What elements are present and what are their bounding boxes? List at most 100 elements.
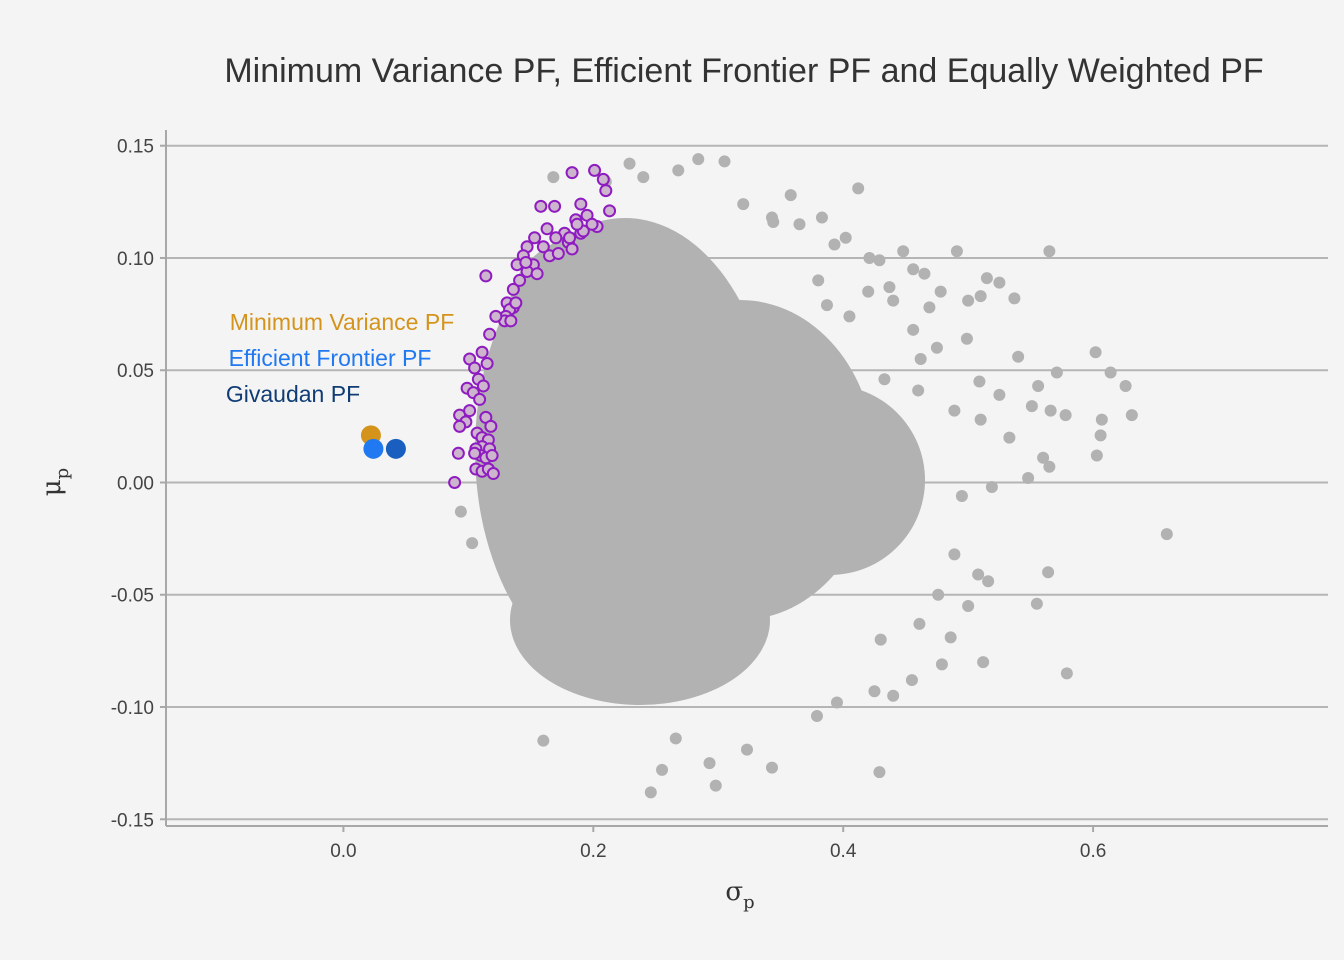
frontier-portfolio-point: [513, 273, 527, 287]
frontier-portfolio-point: [475, 345, 489, 359]
random-portfolio-point: [1030, 597, 1043, 610]
frontier-portfolio-point: [480, 356, 494, 370]
y-tick-label: -0.10: [111, 698, 154, 719]
random-portfolio-point: [977, 656, 990, 669]
random-portfolio-point: [1032, 379, 1045, 392]
random-portfolio-point: [962, 294, 975, 307]
frontier-portfolio-point: [596, 172, 610, 186]
frontier-portfolio-point: [485, 449, 499, 463]
random-portfolio-point: [709, 779, 722, 792]
random-portfolio-point: [1125, 409, 1138, 422]
random-portfolio-point: [935, 658, 948, 671]
random-portfolio-point: [950, 245, 963, 258]
random-portfolio-point: [637, 171, 650, 184]
random-portfolio-point: [623, 157, 636, 170]
random-portfolio-point: [1160, 528, 1173, 541]
random-portfolio-point: [1043, 245, 1056, 258]
frontier-portfolio-point: [509, 296, 523, 310]
random-portfolio-point: [1012, 350, 1025, 363]
frontier-portfolio-point: [486, 467, 500, 481]
x-tick-label: 0.2: [580, 841, 606, 862]
x-axis-title: σp: [725, 877, 754, 913]
random-portfolio-point: [1104, 366, 1117, 379]
random-portfolio-point: [907, 263, 920, 276]
frontier-portfolio-point: [489, 309, 503, 323]
efficient-frontier-point: [363, 438, 384, 459]
random-portfolio-point: [820, 299, 833, 312]
random-portfolio-point: [873, 254, 886, 267]
label-givaudan: Givaudan PF: [226, 381, 360, 407]
y-tick-label: 0.15: [117, 137, 154, 158]
random-portfolio-point: [454, 505, 467, 518]
frontier-portfolio-point: [574, 197, 588, 211]
frontier-portfolio-point: [540, 222, 554, 236]
random-portfolio-point: [982, 575, 995, 588]
random-portfolio-point: [878, 373, 891, 386]
random-portfolio-point: [737, 198, 750, 211]
frontier-portfolio-point: [453, 419, 467, 433]
random-portfolio-point: [913, 617, 926, 630]
y-axis-title: μp: [37, 468, 73, 496]
x-axis-ticks: 0.0 0.2 0.4 0.6: [330, 826, 1106, 862]
axes: [165, 130, 1328, 827]
random-portfolio-point: [1089, 346, 1102, 359]
random-portfolio-point: [905, 674, 918, 687]
random-portfolio-point: [1022, 472, 1035, 484]
random-portfolio-point: [923, 301, 936, 314]
label-min-variance: Minimum Variance PF: [230, 309, 455, 335]
frontier-portfolio-point: [563, 231, 577, 245]
random-portfolio-point: [887, 294, 900, 307]
frontier-portfolio-point: [448, 475, 462, 489]
x-axis-title-main: σ: [725, 877, 743, 907]
random-portfolio-point: [944, 631, 957, 644]
random-portfolio-point: [932, 588, 945, 601]
random-portfolio-point: [1090, 449, 1103, 462]
random-portfolio-point: [830, 696, 843, 709]
random-portfolio-point: [948, 404, 961, 417]
random-portfolio-point: [815, 211, 828, 224]
chart-title: Minimum Variance PF, Efficient Frontier …: [224, 52, 1263, 90]
frontier-portfolio-point: [570, 217, 584, 231]
frontier-portfolio-point: [585, 217, 599, 231]
frontier-portfolio-point: [536, 240, 550, 254]
random-portfolio-point: [1037, 451, 1050, 464]
random-portfolio-point: [466, 537, 479, 550]
frontier-portfolio-point: [506, 282, 520, 296]
random-portfolio-point: [874, 633, 887, 646]
frontier-portfolio-point: [603, 204, 617, 218]
random-portfolio-point: [1042, 566, 1055, 579]
random-portfolio-point: [547, 171, 560, 184]
random-portfolio-point: [868, 685, 881, 698]
random-portfolio-point: [784, 189, 797, 202]
random-portfolio-point: [718, 155, 731, 168]
random-portfolio-point: [948, 548, 961, 561]
x-tick-label: 0.0: [330, 841, 356, 862]
random-portfolio-point: [793, 218, 806, 231]
y-axis-title-sub: p: [52, 468, 73, 480]
random-portfolio-point: [918, 267, 931, 280]
random-portfolio-point: [974, 290, 987, 303]
y-tick-label: -0.15: [111, 810, 154, 831]
random-portfolio-point: [980, 272, 993, 285]
random-portfolio-point: [843, 310, 856, 323]
random-portfolio-point: [914, 353, 927, 366]
random-portfolio-point: [828, 238, 841, 251]
frontier-portfolio-point: [484, 419, 498, 433]
frontier-portfolio-point: [565, 166, 579, 180]
random-portfolio-point: [703, 757, 716, 770]
random-portfolio-point: [962, 599, 975, 612]
random-portfolio-point: [1050, 366, 1063, 379]
random-portfolio-point: [973, 375, 986, 388]
random-portfolio-point: [669, 732, 682, 745]
data-points: [360, 153, 1173, 799]
frontier-portfolio-point: [476, 379, 490, 393]
random-portfolio-cloud: [475, 218, 925, 705]
random-portfolio-point: [672, 164, 685, 177]
frontier-portfolio-point: [588, 163, 602, 177]
frontier-portfolio-point: [551, 246, 565, 260]
frontier-portfolio-point: [468, 361, 482, 375]
y-tick-label: -0.05: [111, 586, 154, 607]
random-portfolio-point: [1059, 409, 1072, 422]
random-portfolio-point: [993, 276, 1006, 289]
